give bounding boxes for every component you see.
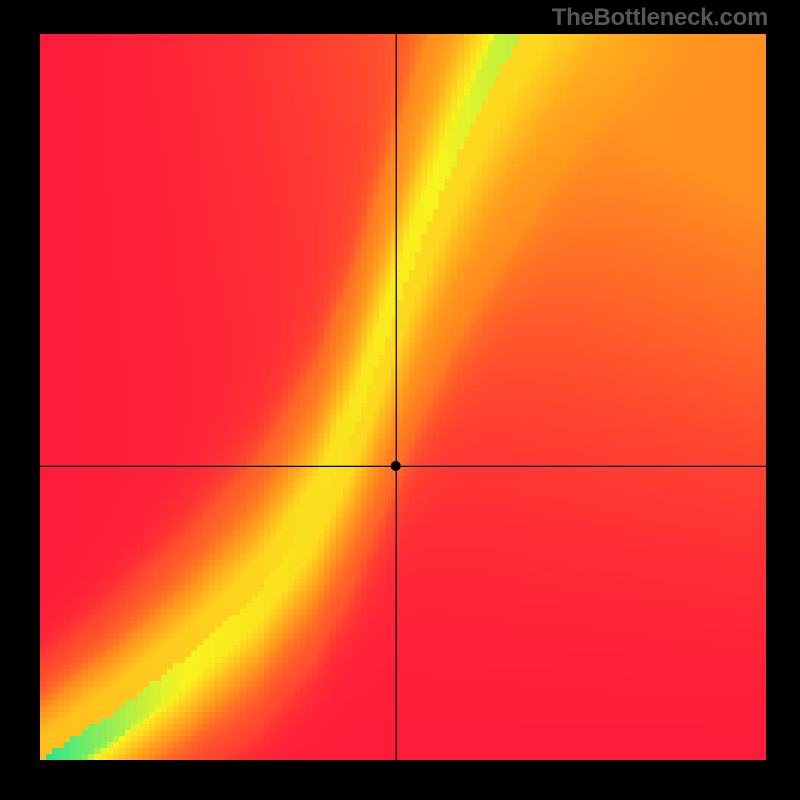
chart-container: TheBottleneck.com	[0, 0, 800, 800]
bottleneck-heatmap	[40, 34, 766, 760]
watermark-text: TheBottleneck.com	[552, 4, 768, 32]
